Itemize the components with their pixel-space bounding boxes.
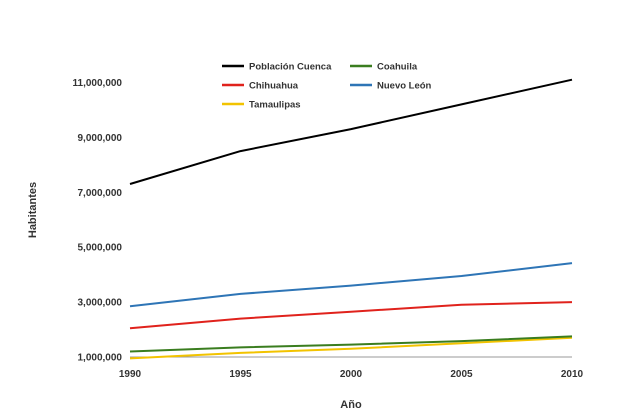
y-axis-title: Habitantes — [27, 182, 39, 238]
y-tick-label: 3,000,000 — [78, 298, 123, 309]
legend: Población Cuenca Chihuahua Tamaulipas Coahu… — [222, 62, 432, 111]
x-tick-label: 2010 — [561, 369, 584, 380]
series-lines — [129, 78, 573, 360]
x-axis-title: Año — [340, 399, 362, 411]
y-tick-label: 11,000,000 — [73, 78, 123, 89]
legend-label-nuevo-leon: Nuevo León — [377, 81, 432, 92]
legend-label-coahuila: Coahuila — [377, 62, 418, 73]
series-line-poblacion-cuenca — [129, 78, 573, 185]
y-tick-label: 5,000,000 — [78, 243, 123, 254]
y-axis-ticks: 1,000,000 3,000,000 5,000,000 7,000,000 9,00… — [73, 78, 123, 364]
series-line-chihuahua — [129, 301, 573, 330]
x-tick-label: 1995 — [229, 369, 252, 380]
legend-label-poblacion-cuenca: Población Cuenca — [249, 62, 332, 73]
x-tick-label: 2005 — [450, 369, 473, 380]
series-line-tamaulipas — [129, 336, 573, 360]
y-tick-label: 7,000,000 — [78, 188, 123, 199]
x-tick-label: 1990 — [119, 369, 142, 380]
y-tick-label: 1,000,000 — [78, 353, 123, 364]
y-tick-label: 9,000,000 — [78, 133, 123, 144]
x-tick-label: 2000 — [340, 369, 363, 380]
x-axis-ticks: 1990 1995 2000 2005 2010 — [119, 369, 584, 380]
series-line-coahuila — [129, 335, 573, 353]
legend-label-tamaulipas: Tamaulipas — [249, 100, 301, 111]
series-line-nuevo-leon — [129, 262, 573, 308]
legend-label-chihuahua: Chihuahua — [249, 81, 299, 92]
